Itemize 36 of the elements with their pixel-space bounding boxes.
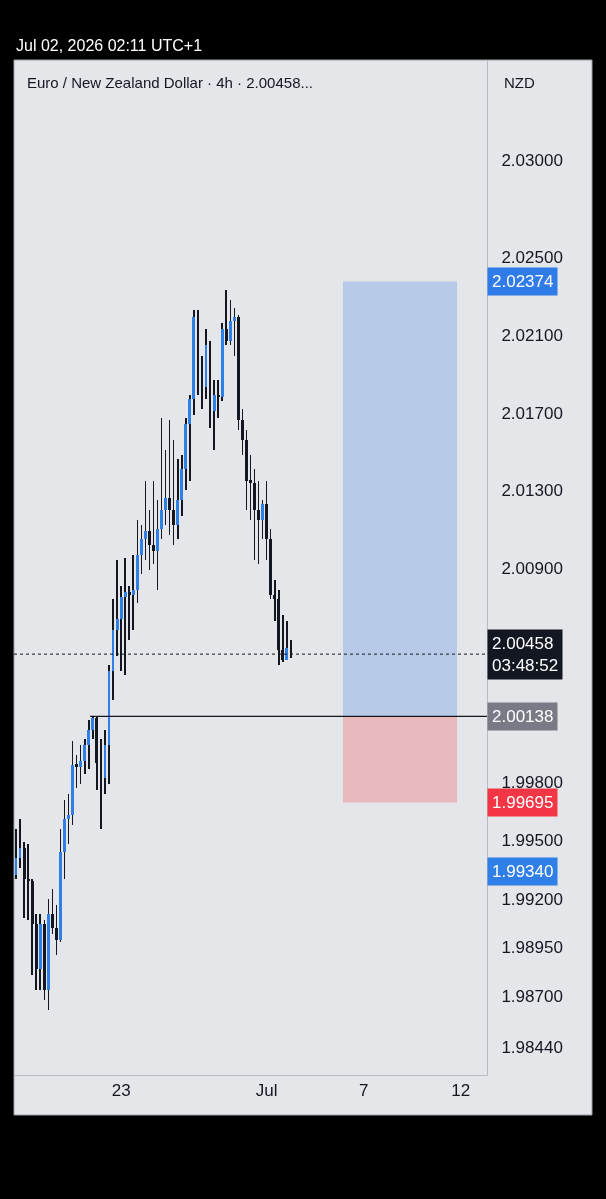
candlestick	[19, 819, 21, 868]
y-tick-label: 2.02500	[501, 247, 563, 267]
candlestick	[168, 420, 171, 535]
y-tick-label: 1.99200	[501, 889, 563, 909]
y-tick-label: 2.01700	[501, 403, 563, 423]
band-label: 1.99695	[492, 793, 554, 812]
y-tick-label: 1.99500	[501, 831, 563, 851]
y-tick-label: 1.99800	[501, 773, 563, 793]
candlestick	[15, 829, 17, 879]
band-label: 2.02374	[492, 272, 554, 291]
y-tick-label: 1.98700	[501, 986, 563, 1006]
y-axis-title: NZD	[504, 74, 535, 91]
candlestick	[67, 794, 70, 844]
candlestick	[205, 329, 207, 399]
y-tick-label: 2.00900	[501, 559, 563, 579]
candlestick	[152, 481, 155, 564]
y-tick-label: 2.03000	[501, 150, 563, 170]
candlestick	[217, 380, 220, 418]
y-tick-label: 2.01300	[501, 481, 563, 501]
ref-line-label: 2.00138	[492, 707, 554, 726]
y-tick-label: 1.98440	[501, 1037, 563, 1057]
text: Euro / New Zealand Dollar · 4h · 2.00458...	[27, 74, 313, 91]
ref-line-label: 2.00458 03:48:52	[492, 634, 559, 676]
y-tick-label: 1.98950	[501, 938, 563, 958]
x-tick-label: 12	[451, 1081, 471, 1101]
candlestick	[104, 730, 106, 794]
y-tick-label: 2.02100	[501, 325, 563, 345]
text: 1.99340	[492, 862, 554, 881]
chart-subtitle: Jul 02, 2026 02:11 UTC+1	[16, 37, 203, 54]
x-tick-label: Jul	[255, 1081, 278, 1101]
candlestick	[75, 755, 78, 788]
candlestick	[144, 481, 147, 560]
candlestick	[132, 555, 135, 630]
x-tick-label: 23	[111, 1081, 131, 1101]
candlestick	[128, 586, 131, 640]
x-tick-label: 7	[358, 1081, 369, 1101]
